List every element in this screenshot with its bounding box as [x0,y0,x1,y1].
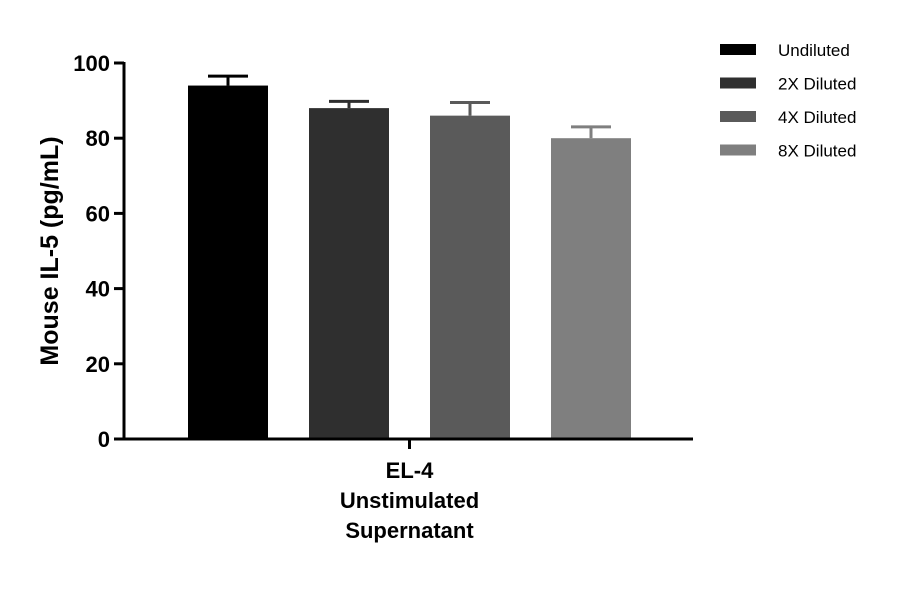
y-tick-label: 80 [86,126,110,151]
bar [430,115,510,439]
y-axis-ticks: 0 20 40 60 80 100 [73,51,124,452]
y-tick-label: 40 [86,277,110,302]
error-bars [208,74,611,139]
category-label-line: EL-4 [386,458,434,483]
category-label-line: Supernatant [345,518,474,543]
bars [188,85,631,440]
bar [551,138,631,439]
y-tick-label: 20 [86,352,110,377]
y-tick-label: 100 [73,51,110,76]
legend-label: 4X Diluted [778,108,856,127]
category-label-line: Unstimulated [340,488,479,513]
y-tick-label: 60 [86,201,110,226]
legend-label: 2X Diluted [778,75,856,94]
legend-swatch [720,77,756,89]
legend-swatch [720,44,756,55]
legend: Undiluted 2X Diluted 4X Diluted 8X Diluted [720,41,856,161]
legend-label: 8X Diluted [778,142,856,161]
category-label: EL-4 Unstimulated Supernatant [340,458,479,543]
y-axis-title: Mouse IL-5 (pg/mL) [36,136,64,365]
legend-swatch [720,111,756,122]
legend-swatch [720,144,756,156]
legend-label: Undiluted [778,41,850,60]
y-tick-label: 0 [98,427,110,452]
bar [188,85,268,439]
bar [309,108,389,440]
